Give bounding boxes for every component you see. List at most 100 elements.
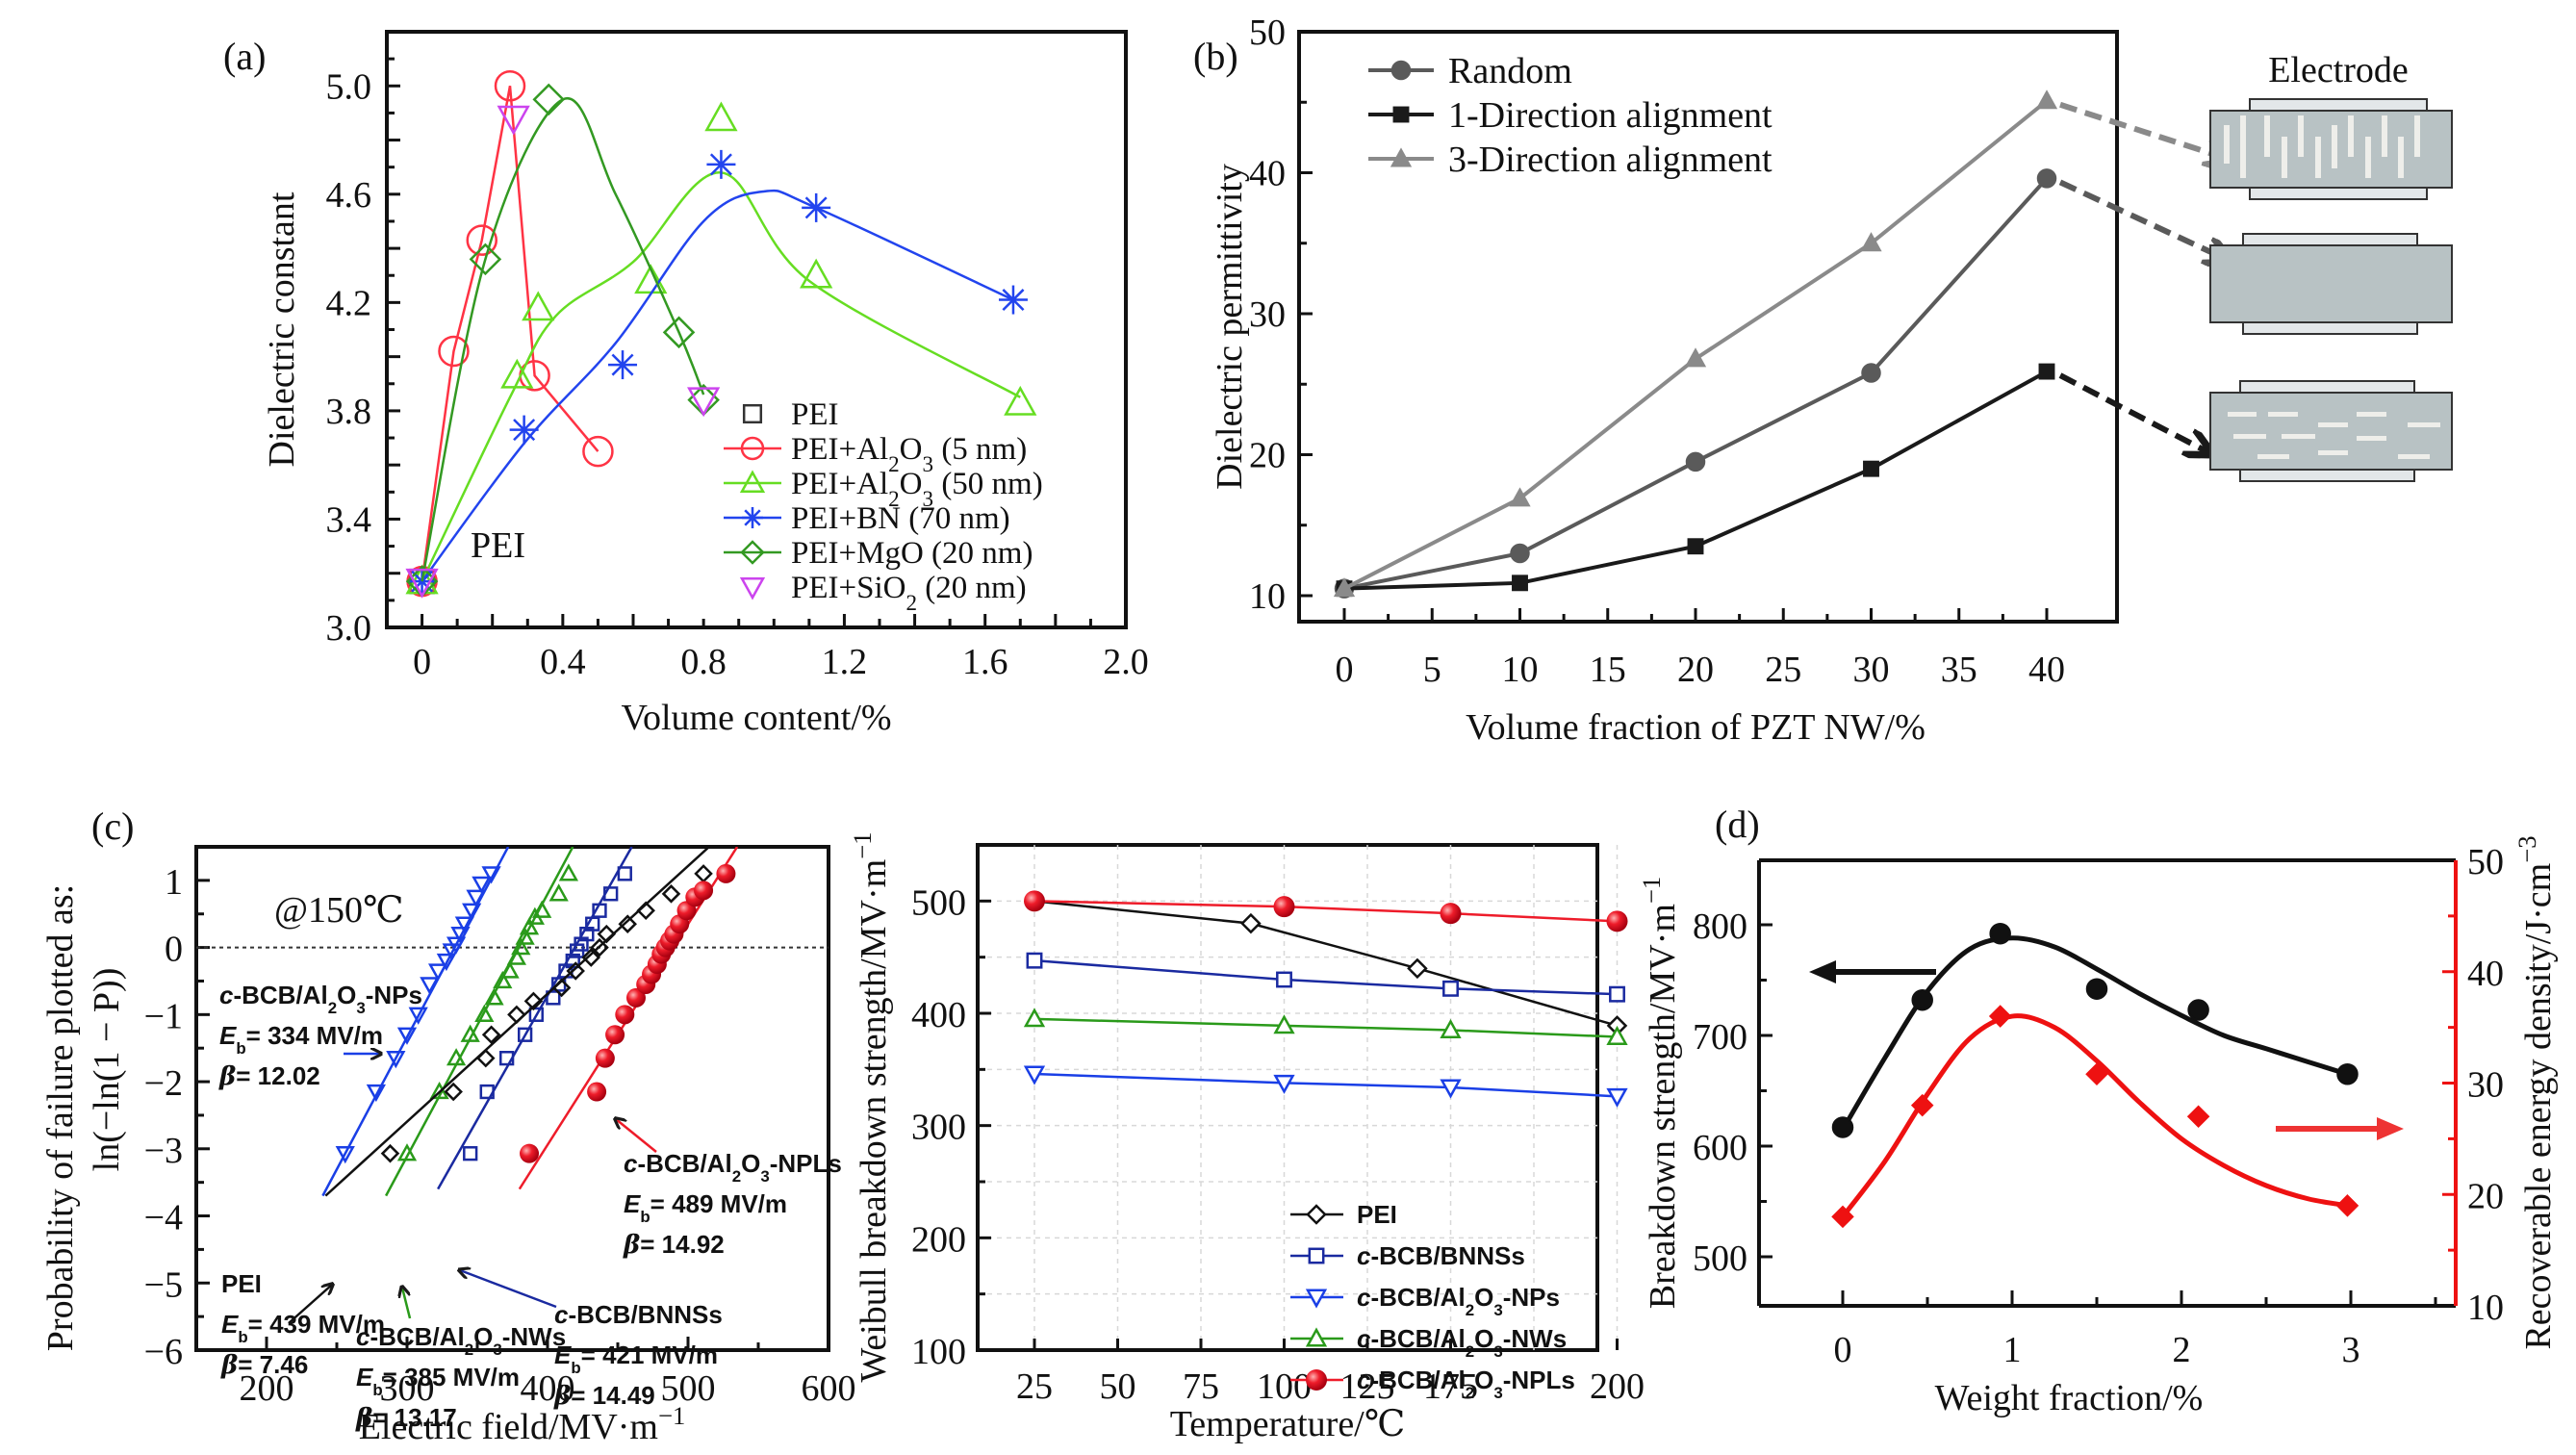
eb-value: = 489 MV/m xyxy=(650,1189,787,1218)
x-tick-label: 400 xyxy=(521,1368,575,1409)
annotation-eb: Eb= 489 MV/m xyxy=(624,1189,787,1226)
data-point xyxy=(515,927,535,945)
nanowire xyxy=(2318,422,2348,427)
label-part: PEI+Al xyxy=(791,467,888,501)
y-tick-label: 3.4 xyxy=(326,499,372,540)
data-point xyxy=(506,947,527,965)
y-left-tick-label: 700 xyxy=(1693,1017,1747,1058)
data-point xyxy=(603,886,619,902)
y-axis-label-line2: ln(−ln(1 − P)) xyxy=(87,968,127,1172)
nanowire xyxy=(2318,450,2348,455)
data-point xyxy=(499,1051,515,1066)
x-axis-label: Volume fraction of PZT NW/% xyxy=(1466,707,1926,748)
italic-c: c xyxy=(1357,1366,1371,1394)
sub: 2 xyxy=(1466,1342,1474,1361)
data-point xyxy=(1860,232,1882,252)
data-point xyxy=(716,863,736,883)
y-tick-label: 30 xyxy=(1249,294,1286,335)
x-axis-label: Electric field/MV·m−1 xyxy=(359,1401,686,1447)
series-pei-al2o3-5-nm- xyxy=(406,70,614,598)
data-point xyxy=(1273,1014,1295,1034)
x-tick-label: 75 xyxy=(1183,1366,1219,1407)
data-point xyxy=(2187,999,2209,1021)
data-point xyxy=(2035,89,2058,110)
data-point xyxy=(608,350,638,380)
panel-label-c: (c) xyxy=(91,804,134,848)
y-tick-label: −4 xyxy=(144,1198,183,1238)
y-tick-label: 3.0 xyxy=(326,608,372,649)
nanowire xyxy=(2264,115,2270,157)
eb-sub: b xyxy=(238,1328,247,1346)
data-point xyxy=(493,970,513,989)
data-point xyxy=(484,987,504,1006)
data-point xyxy=(2335,1194,2359,1217)
series-c-bcb-al2o3-nps xyxy=(1023,1065,1628,1108)
x-tick-label: 500 xyxy=(661,1368,716,1409)
data-point xyxy=(446,1048,467,1066)
italic-c: c xyxy=(219,981,234,1009)
y-right-tick-label: 50 xyxy=(2467,842,2504,882)
data-point xyxy=(687,387,721,418)
data-point-dot xyxy=(1009,296,1016,303)
x-axis-label-sup: −1 xyxy=(658,1401,685,1430)
data-point xyxy=(429,1081,449,1100)
nanowire xyxy=(2365,137,2371,178)
y-tick-label: 100 xyxy=(911,1332,966,1372)
name-part: -NPLs xyxy=(770,1149,842,1178)
dashed-arrow xyxy=(2058,179,2228,260)
nanowire xyxy=(2398,137,2404,178)
italic-c: c xyxy=(356,1322,370,1351)
data-point xyxy=(1989,922,2011,945)
panel-b: (b) 0 5 10 15 20 25 30 35 40 10 20 30 40 50 Volume frac… xyxy=(1193,13,2228,748)
sub: 2 xyxy=(465,1340,473,1359)
series-line xyxy=(1343,370,2048,591)
data-point xyxy=(605,1025,625,1045)
data-point xyxy=(466,224,497,256)
annotation-eb: Eb= 439 MV/m xyxy=(221,1310,385,1346)
x-tick-label: 0.8 xyxy=(680,642,727,682)
data-point xyxy=(427,963,448,982)
y-tick-label: 0 xyxy=(165,930,183,970)
legend-marker xyxy=(1390,60,1412,81)
legend-marker xyxy=(1306,1204,1327,1225)
x-tick-label: 175 xyxy=(1423,1366,1478,1407)
nanowire xyxy=(2315,137,2321,178)
data-point xyxy=(405,568,439,599)
data-point xyxy=(1024,890,1045,912)
name-part: O xyxy=(337,981,356,1009)
annotation-name: c-BCB/BNNSs xyxy=(554,1300,723,1329)
label-part: 3 xyxy=(923,486,934,511)
y-right-axis-label-sup: −3 xyxy=(2512,835,2541,862)
data-point xyxy=(494,70,526,102)
beta-symbol: β xyxy=(218,1062,236,1091)
x-tick-label: 2.0 xyxy=(1103,642,1149,682)
nanowire xyxy=(2240,115,2246,178)
data-point xyxy=(2336,1063,2359,1085)
label-part: PEI+BN (70 nm) xyxy=(791,501,1010,536)
x-tick-label: 0 xyxy=(1336,650,1354,690)
sub: 3 xyxy=(1493,1384,1502,1402)
top-electrode xyxy=(2249,98,2428,112)
label-part: (5 nm) xyxy=(933,432,1027,467)
beta-value: = 12.02 xyxy=(236,1061,319,1090)
y-tick-label: 20 xyxy=(1249,436,1286,476)
x-tick-label: 30 xyxy=(1853,650,1890,690)
label-part: O xyxy=(900,467,923,501)
data-point xyxy=(366,1084,387,1103)
series-breakdown-strength xyxy=(1831,922,2359,1138)
legend-marker xyxy=(742,403,763,424)
annotation-eb: Eb= 421 MV/m xyxy=(554,1340,718,1377)
data-point xyxy=(590,937,609,957)
label-part: 2 xyxy=(905,590,917,615)
y-left-tick-label: 600 xyxy=(1693,1128,1747,1168)
nanowire xyxy=(2357,436,2386,441)
y-right-axis-label: Recoverable energy density/J·cm−3 xyxy=(2512,835,2559,1349)
x-tick-label: 25 xyxy=(1016,1366,1053,1407)
x-tick-label: 0.4 xyxy=(540,642,586,682)
data-point xyxy=(558,863,579,881)
annotation-beta: β= 14.49 xyxy=(553,1381,655,1411)
legend-marker xyxy=(739,470,766,494)
nanowire xyxy=(2298,115,2304,157)
